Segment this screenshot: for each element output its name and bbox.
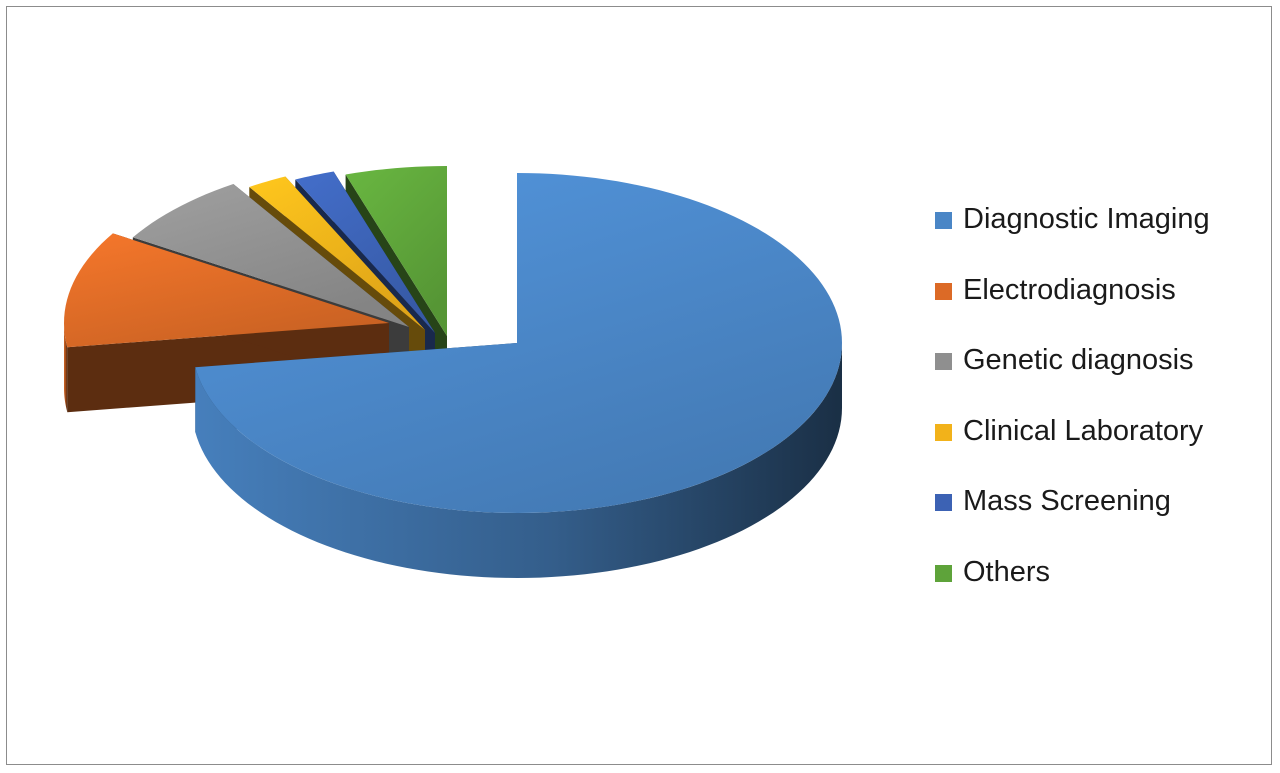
legend-item: Clinical Laboratory [935,407,1275,478]
pie-slice-side [64,323,68,413]
legend-item: Mass Screening [935,477,1275,548]
legend-swatch [935,212,952,229]
legend-item: Diagnostic Imaging [935,195,1275,266]
legend-swatch [935,282,952,300]
legend-label: Others [963,555,1051,588]
pie-slice-top [345,166,447,336]
legend-item: Others [935,548,1275,619]
legend: Diagnostic Imaging Electrodiagnosis Geneti… [935,195,1275,619]
pie-slice-top [195,173,842,513]
legend-label: Mass Screening [963,485,1171,518]
pie-slice-top [295,171,435,333]
pie-slice-top [64,233,389,348]
pie-slice-top [132,183,409,327]
legend-swatch [935,423,952,441]
pie-slice-diagnostic-imaging [195,173,842,578]
pie-slice-top [249,176,425,330]
legend-label: Clinical Laboratory [963,414,1204,447]
pie-slice-side [195,343,842,578]
legend-label: Genetic diagnosis [963,344,1194,377]
legend-swatch [935,353,952,371]
pie-chart [64,166,842,578]
legend-label: Diagnostic Imaging [963,203,1210,235]
legend-swatch [935,564,952,582]
chart-frame: Diagnostic Imaging Electrodiagnosis Geneti… [6,6,1272,765]
legend-item: Genetic diagnosis [935,336,1275,407]
legend-label: Electrodiagnosis [963,273,1176,306]
legend-item: Electrodiagnosis [935,266,1275,337]
legend-swatch [935,494,952,512]
